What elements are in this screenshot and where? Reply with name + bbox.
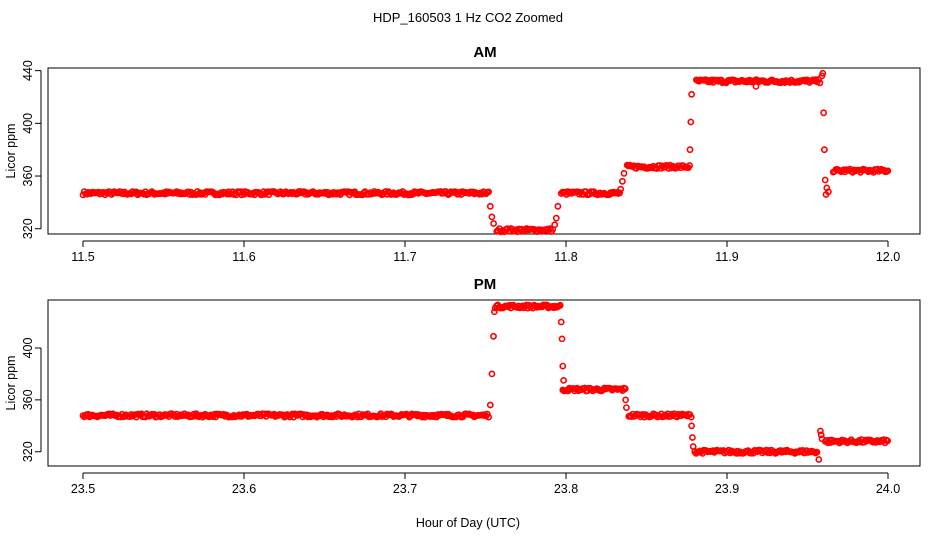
am-data-point	[686, 146, 694, 154]
pm-data-point	[621, 385, 629, 393]
pm-y-tick-label: 320	[21, 441, 35, 462]
pm-data-point	[557, 318, 565, 326]
am-data-point	[620, 169, 628, 177]
pm-x-axis: 23.5 23.6 23.7 23.8 23.9 24.0	[71, 472, 900, 496]
am-data-point	[619, 177, 626, 185]
pm-panel: PM Licor ppm 23.5 23.6 23.7 23.8 23.9 24.0 32…	[4, 276, 921, 496]
am-data-point	[884, 167, 892, 175]
am-y-tick-label: 320	[21, 218, 35, 239]
pm-y-tick-label: 400	[21, 338, 35, 359]
am-data-point	[752, 83, 760, 90]
pm-x-tick-label: 23.7	[393, 482, 417, 496]
am-panel-title: AM	[473, 44, 496, 61]
am-data-point	[490, 220, 497, 227]
pm-data-point	[689, 434, 696, 441]
pm-plot-frame	[47, 299, 921, 467]
pm-y-axis-label: Licor ppm	[4, 356, 18, 411]
pm-x-tick-label: 23.9	[715, 482, 739, 496]
pm-data-point	[688, 422, 695, 430]
am-data-point	[552, 214, 560, 222]
pm-data-point	[488, 370, 496, 378]
pm-data-point	[813, 448, 821, 456]
am-y-tick-label: 400	[21, 113, 35, 134]
am-data-points	[79, 69, 892, 236]
pm-data-point	[622, 396, 629, 404]
pm-data-point	[558, 335, 566, 343]
pm-data-point	[623, 404, 630, 411]
am-data-point	[825, 188, 832, 196]
am-y-tick-label: 360	[21, 166, 35, 187]
am-plot-frame	[47, 67, 921, 235]
pm-data-point	[818, 435, 826, 443]
pm-data-point	[485, 413, 492, 421]
pm-data-point	[815, 456, 823, 463]
pm-data-point	[559, 362, 567, 370]
figure-title: HDP_160503 1 Hz CO2 Zoomed	[373, 10, 563, 25]
am-data-point	[616, 189, 624, 197]
am-data-point	[488, 213, 496, 221]
am-y-axis: 320 360 400 440	[21, 60, 42, 239]
am-x-axis: 11.5 11.6 11.7 11.8 11.9 12.0	[71, 240, 900, 264]
am-data-point	[819, 69, 827, 77]
am-data-point	[820, 109, 827, 117]
pm-data-point	[486, 401, 494, 409]
x-axis-label: Hour of Day (UTC)	[416, 516, 520, 530]
pm-data-point	[490, 332, 497, 340]
pm-data-point	[560, 376, 567, 384]
am-x-tick-label: 11.5	[71, 250, 94, 264]
am-x-tick-label: 11.6	[232, 250, 255, 264]
am-data-point	[554, 202, 562, 210]
pm-y-tick-label: 360	[21, 389, 35, 410]
am-data-point	[485, 188, 492, 196]
pm-x-tick-label: 23.5	[71, 482, 95, 496]
pm-panel-title: PM	[474, 276, 497, 293]
am-x-tick-label: 11.8	[554, 250, 577, 264]
am-data-point	[551, 221, 559, 229]
am-data-point	[821, 176, 829, 184]
pm-data-points	[79, 301, 891, 463]
pm-x-tick-label: 24.0	[876, 482, 900, 496]
pm-data-point	[490, 308, 498, 316]
am-data-point	[686, 162, 693, 169]
am-x-tick-label: 11.9	[715, 250, 738, 264]
am-data-point	[688, 90, 695, 98]
am-data-point	[486, 202, 494, 210]
pm-data-point	[687, 413, 695, 421]
am-data-point	[821, 146, 828, 154]
am-data-point	[687, 118, 695, 126]
pm-data-point	[817, 427, 824, 435]
pm-y-axis: 320 360 400	[21, 338, 42, 462]
pm-data-point	[884, 437, 891, 445]
am-x-tick-label: 11.7	[393, 250, 416, 264]
pm-data-point	[689, 443, 697, 450]
am-y-tick-label: 440	[21, 60, 35, 81]
pm-x-tick-label: 23.6	[232, 482, 256, 496]
am-y-axis-label: Licor ppm	[4, 124, 18, 179]
am-data-point	[617, 185, 625, 193]
am-data-point	[816, 79, 824, 87]
am-x-tick-label: 12.0	[876, 250, 900, 264]
pm-x-tick-label: 23.8	[554, 482, 578, 496]
am-data-point	[815, 76, 822, 83]
pm-data-point	[556, 301, 564, 309]
pm-data-point	[817, 431, 825, 439]
am-panel: AM Licor ppm 11.5 11.6 11.7 11.8 11.9 12.0 32…	[4, 44, 921, 264]
